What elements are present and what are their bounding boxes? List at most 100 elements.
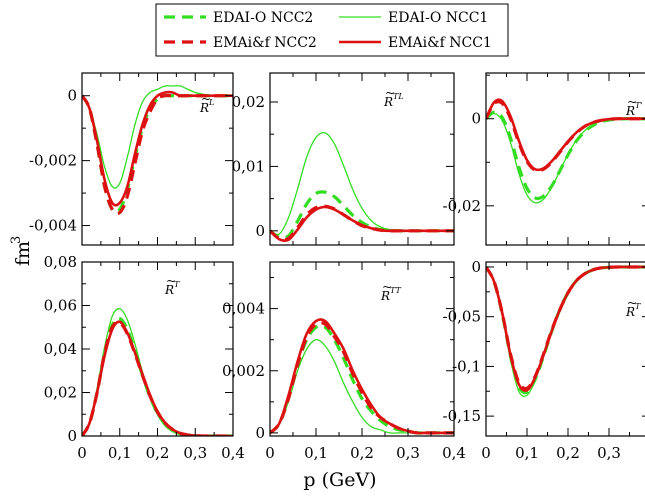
panel-2-ytick-label: 0 — [255, 222, 265, 240]
panel-4-ytick-label: 0,02 — [44, 384, 77, 402]
panel-6-series — [486, 265, 645, 397]
panel-1-series — [82, 85, 233, 216]
panel-2-series-edai-o-ncc2 — [270, 190, 454, 240]
panel-6: 0 0,1 0,2 0,3 0 -0,05 -0,1 -0,15 ~R T — [443, 258, 645, 462]
panel-1-series-emai-f-ncc1 — [82, 90, 233, 207]
panel-4-xtick-label: 0,2 — [146, 444, 170, 462]
panel-5-xtick-label: 0,2 — [350, 444, 374, 462]
panel-4-series — [82, 308, 233, 436]
panel-5-series-edai-o-ncc1 — [270, 338, 454, 434]
x-axis-label: p (GeV) — [303, 469, 376, 491]
panel-3-series — [486, 98, 645, 204]
panel-3-label-sup: T' — [635, 101, 643, 110]
panel-5-frame — [269, 261, 455, 437]
panel-5-ytick-label: 0,002 — [222, 362, 265, 380]
panel-2-label-tilde: ~ — [385, 86, 395, 100]
panel-4-ytick-label: 0,06 — [44, 297, 77, 315]
panel-5-ytick-label: 0,004 — [222, 300, 265, 318]
panel-5-label-tilde: ~ — [382, 280, 392, 294]
panel-3-ytick-label: 0 — [471, 110, 481, 128]
panel-6-xtick-label: 0 — [481, 444, 491, 462]
panel-4-ytick-label: 0,08 — [44, 253, 77, 271]
panel-4-label-tilde: ~ — [166, 274, 176, 288]
panel-5-label-main: R — [380, 289, 390, 303]
panel-6-ytick-label: -0,15 — [443, 407, 481, 425]
panel-5-xtick-label: 0,3 — [396, 444, 420, 462]
panel-4-xtick-label: 0,1 — [108, 444, 132, 462]
panel-6-ytick-label: -0,05 — [443, 308, 481, 326]
panel-5: 0 0,1 0,2 0,3 0,4 0 0,002 0,004 ~R TT — [222, 261, 466, 462]
panel-3-ytick-label: -0,02 — [443, 197, 481, 215]
panel-4-series-emai-f-ncc1 — [82, 320, 233, 436]
panel-5-series-emai-f-ncc1 — [270, 318, 454, 435]
panel-4-label-main: R — [164, 283, 174, 297]
panel-1-label-tilde: ~ — [201, 92, 211, 106]
panel-1-ytick-label: -0,004 — [29, 217, 77, 235]
panel-2-label: ~R TL — [383, 86, 404, 109]
panel-5-series-edai-o-ncc2 — [270, 324, 454, 435]
panel-5-xtick-label: 0,1 — [304, 444, 328, 462]
panel-6-label-main: R — [625, 305, 635, 319]
panel-4-xtick-label: 0 — [77, 444, 87, 462]
legend-label-edai-ncc2: EDAI-O NCC2 — [213, 10, 313, 26]
panel-6-label-tilde: ~ — [627, 296, 637, 310]
panel-5-series-emai-f-ncc2 — [270, 320, 454, 435]
panel-4: 0 0,1 0,2 0,3 0,4 0 0,02 0,04 0,06 0,08 ~R T — [44, 253, 245, 462]
panel-1-series-emai-f-ncc2 — [82, 93, 233, 216]
panel-6-series-emai-f-ncc1 — [486, 265, 645, 392]
y-axis-label: fm — [12, 241, 34, 266]
panel-1-ytick-label: 0 — [67, 87, 77, 105]
panel-2: 0 0,01 0,02 ~R TL — [232, 72, 455, 246]
panel-6-series-edai-o-ncc2 — [486, 265, 645, 395]
panel-2-series — [270, 131, 454, 243]
y-axis-exponent: 3 — [9, 236, 24, 244]
panel-1-series-edai-o-ncc2 — [82, 93, 233, 214]
panel-6-xtick-label: 0,3 — [597, 444, 621, 462]
panel-1: 0 -0,002 -0,004 ~R L — [29, 72, 234, 246]
panel-3-series-edai-o-ncc1 — [486, 112, 645, 204]
panel-3-label: ~R T' — [625, 95, 643, 118]
panel-3-label-main: R — [625, 104, 635, 118]
panel-5-xtick-label: 0 — [265, 444, 275, 462]
panel-6-ytick-label: 0 — [471, 258, 481, 276]
panel-2-ytick-label: 0,02 — [232, 93, 265, 111]
legend-label-emaif-ncc1: EMAi&f NCC1 — [388, 35, 492, 51]
panel-6-series-emai-f-ncc2 — [486, 265, 645, 391]
panel-5-xtick-label: 0,4 — [442, 444, 466, 462]
panels: 0-0,002-0,004~R L00,010,02 ~R TL0-0,02~R T'0… — [29, 72, 645, 462]
y-axis-title: fm 3 — [9, 236, 34, 266]
panel-4-label: ~R T — [164, 274, 180, 297]
panel-4-ytick-label: 0 — [67, 427, 77, 445]
panel-2-series-emai-f-ncc1 — [270, 205, 454, 243]
panel-4-series-emai-f-ncc2 — [82, 320, 233, 436]
panel-4-xtick-label: 0,4 — [221, 444, 245, 462]
panel-4-series-edai-o-ncc1 — [82, 308, 233, 436]
legend-frame — [155, 3, 509, 57]
panel-3: 0 -0,02 ~R T' — [443, 72, 645, 246]
panel-6-xtick-label: 0,2 — [556, 444, 580, 462]
panel-6-xtick-label: 0,1 — [515, 444, 539, 462]
panel-3-series-emai-f-ncc1 — [486, 98, 645, 172]
panel-5-label: ~R TT — [380, 280, 401, 303]
legend: EDAI-O NCC2 EDAI-O NCC1 EMAi&f NCC2 EMAi… — [155, 3, 509, 57]
panel-4-xtick-label: 0,3 — [183, 444, 207, 462]
panel-5-label-sup: TT — [390, 286, 401, 295]
legend-label-emaif-ncc2: EMAi&f NCC2 — [213, 35, 317, 51]
panel-5-series — [270, 318, 454, 435]
panel-6-label-sup: T — [635, 302, 641, 311]
panel-1-label-sup: L — [208, 98, 214, 107]
panel-3-series-edai-o-ncc2 — [486, 110, 645, 201]
panel-6-ytick-label: -0,1 — [452, 357, 481, 375]
panel-4-series-edai-o-ncc2 — [82, 316, 233, 436]
panel-6-series-edai-o-ncc1 — [486, 266, 645, 397]
panel-4-ytick-label: 0,04 — [44, 340, 77, 358]
panel-5-ytick-label: 0 — [255, 424, 265, 442]
panel-4-label-sup: T — [174, 280, 180, 289]
panel-1-ytick-label: -0,002 — [29, 152, 77, 170]
panel-2-ytick-label: 0,01 — [232, 157, 265, 175]
panel-3-label-tilde: ~ — [627, 95, 637, 109]
panel-2-label-sup: TL — [393, 92, 404, 101]
panel-1-label-main: R — [199, 101, 209, 115]
panel-6-label: ~R T — [625, 296, 641, 319]
